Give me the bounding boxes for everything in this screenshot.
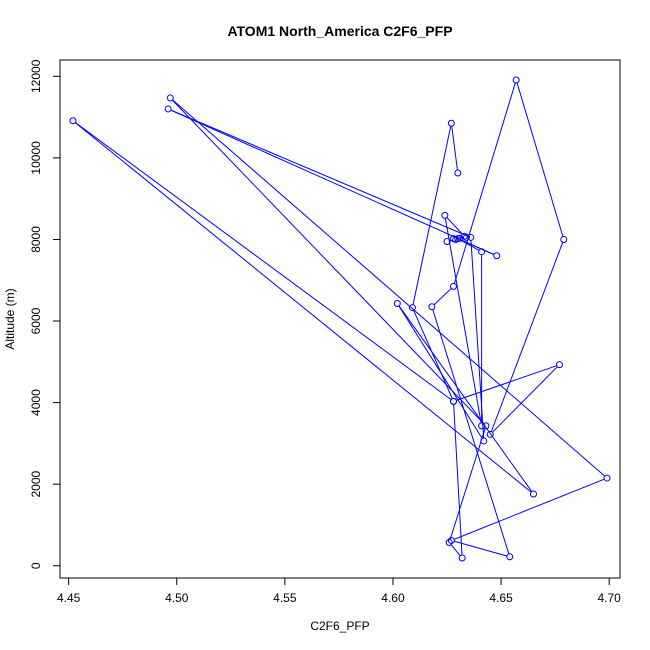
series-segment [172, 99, 606, 477]
data-point [428, 303, 436, 311]
x-axis-label: C2F6_PFP [310, 619, 369, 633]
series-segment [398, 305, 483, 439]
series-segment [453, 404, 463, 556]
y-tick-label: 0 [29, 562, 43, 569]
data-point [506, 553, 514, 561]
series-segment [433, 288, 452, 306]
data-point [443, 238, 451, 246]
series-layer [69, 76, 611, 562]
data-point [69, 117, 77, 125]
data-point [441, 211, 449, 219]
x-tick-label: 4.50 [165, 591, 189, 605]
series-segment [450, 544, 461, 557]
y-tick-label: 12000 [29, 59, 43, 93]
series-segment [446, 217, 463, 235]
data-point [456, 234, 464, 242]
data-point [447, 536, 455, 544]
x-axis: 4.45 4.50 4.55 4.60 4.65 4.70 [57, 577, 622, 605]
data-point [454, 169, 462, 177]
x-tick-label: 4.60 [381, 591, 405, 605]
data-point [493, 252, 501, 260]
data-point [478, 248, 486, 256]
data-point [530, 490, 538, 498]
series-segment [453, 82, 516, 284]
data-point [478, 422, 486, 430]
y-axis: 0 2000 4000 6000 8000 10000 12000 [29, 59, 61, 569]
y-tick-label: 2000 [29, 471, 43, 498]
data-point [486, 430, 494, 438]
data-point [555, 361, 563, 369]
data-point [482, 422, 490, 430]
series-segment [453, 478, 605, 540]
series-segment [432, 309, 510, 555]
series-segment [492, 366, 558, 433]
data-point [408, 304, 416, 312]
y-tick-label: 4000 [29, 389, 43, 416]
series-segment [516, 82, 564, 237]
data-point [447, 119, 455, 127]
series-segment [460, 239, 495, 256]
series-segment [412, 126, 452, 305]
y-tick-label: 8000 [29, 226, 43, 253]
data-point [512, 76, 520, 84]
plot-area [59, 59, 621, 579]
data-point [166, 94, 174, 102]
x-tick-label: 4.45 [57, 591, 81, 605]
chart-title: ATOM1 North_America C2F6_PFP [227, 23, 452, 39]
series-segment [444, 218, 482, 423]
series-segment [171, 99, 485, 425]
data-point [467, 233, 475, 241]
series-segment [451, 126, 458, 171]
y-axis-label: Altitude (m) [3, 288, 17, 349]
y-tick-label: 10000 [29, 141, 43, 175]
x-tick-label: 4.70 [598, 591, 622, 605]
data-point [450, 282, 458, 290]
series-segment [75, 122, 452, 401]
data-point [164, 105, 172, 113]
data-point [480, 437, 488, 445]
series-segment [456, 237, 464, 239]
x-tick-label: 4.55 [273, 591, 297, 605]
data-point [393, 300, 401, 308]
data-point [560, 235, 568, 243]
data-point [462, 233, 470, 241]
data-point [603, 474, 611, 482]
x-tick-label: 4.65 [489, 591, 513, 605]
series-segment [74, 122, 532, 493]
series-segment [456, 365, 557, 401]
series-segment [170, 109, 469, 237]
data-point [445, 539, 453, 547]
series-segment [449, 428, 486, 540]
series-segment [454, 540, 507, 557]
y-tick-label: 6000 [29, 307, 43, 334]
series-segment [460, 239, 480, 251]
series-segment [170, 109, 495, 256]
series-segment [490, 242, 564, 432]
series-segment [398, 305, 533, 492]
data-point [458, 554, 466, 562]
data-point [450, 397, 458, 405]
data-point [452, 235, 460, 243]
